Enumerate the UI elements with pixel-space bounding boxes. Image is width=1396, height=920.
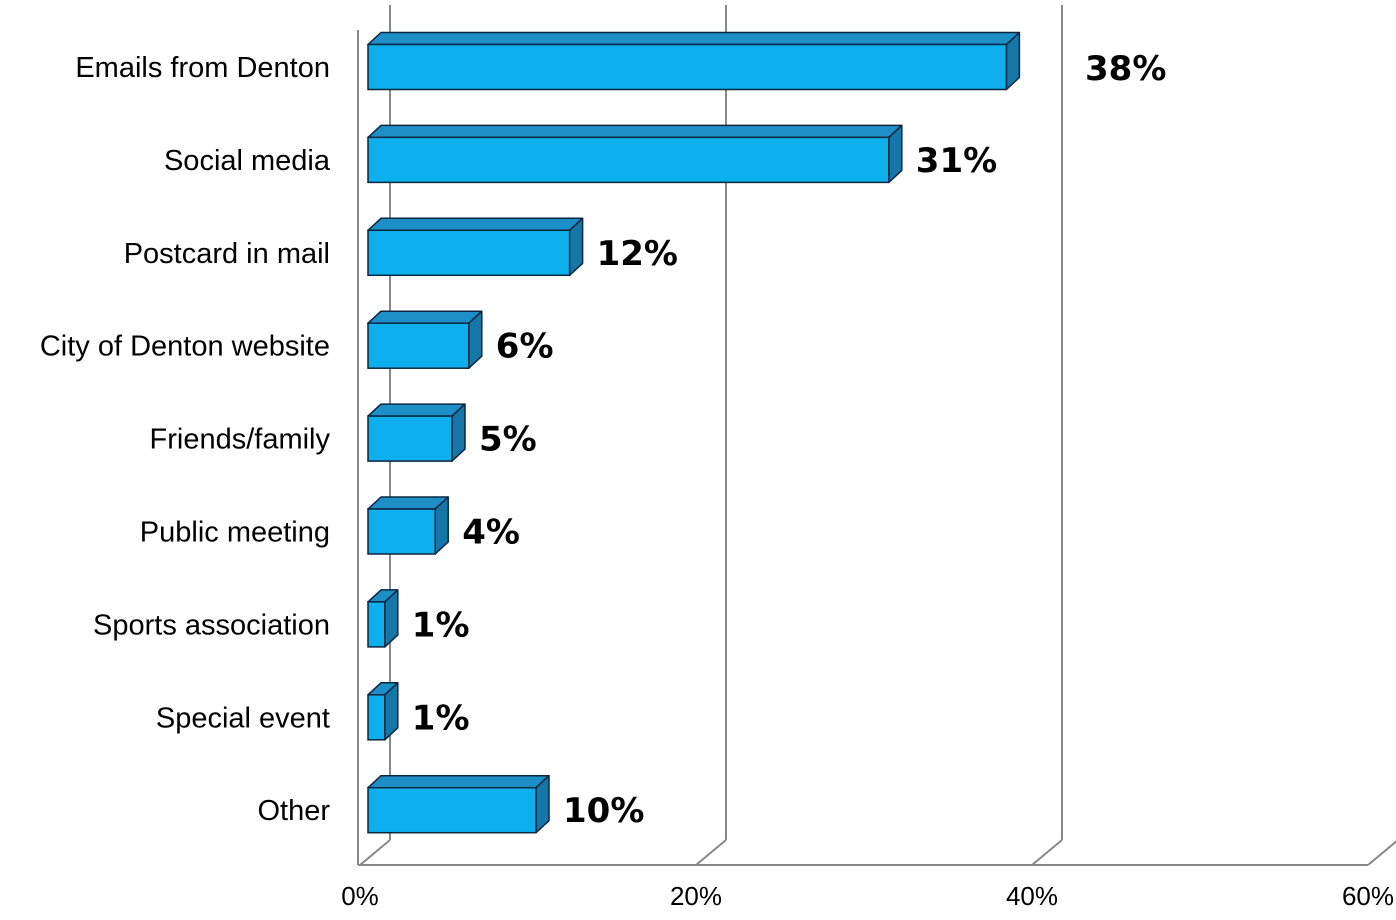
bar-city-of-denton-website	[367, 310, 483, 369]
category-label-emails-from-denton: Emails from Denton	[75, 52, 330, 84]
x-tick-label: 20%	[670, 881, 722, 911]
bar-sports-association	[367, 589, 399, 648]
bar-front-face	[367, 508, 436, 555]
category-labels: Emails from Denton Social media Postcard i…	[40, 52, 331, 827]
bar-front-face	[367, 136, 890, 184]
floor-gridline	[359, 839, 391, 866]
bar-friends-family	[367, 403, 466, 462]
category-label-sports-association: Sports association	[93, 609, 330, 641]
bar-top-face	[367, 310, 483, 324]
floor-gridline	[1031, 839, 1063, 866]
x-tick-label: 0%	[341, 881, 379, 911]
data-label-social-media: 31%	[916, 141, 997, 181]
category-label-postcard-in-mail: Postcard in mail	[124, 238, 330, 270]
bar-special-event	[367, 682, 399, 741]
data-label-postcard-in-mail: 12%	[597, 234, 678, 274]
bars	[367, 31, 1021, 834]
bar-top-face	[367, 124, 903, 139]
category-label-special-event: Special event	[156, 702, 330, 734]
bar-postcard-in-mail	[367, 217, 584, 277]
x-axis-tick-labels: 0% 20% 40% 60%	[341, 881, 1394, 911]
bar-front-face	[367, 322, 470, 369]
bar-top-face	[367, 403, 466, 417]
bar-top-face	[367, 31, 1021, 46]
data-label-other: 10%	[563, 791, 644, 831]
bar-top-face	[367, 774, 550, 789]
data-label-special-event: 1%	[412, 698, 470, 738]
x-tick-label: 40%	[1006, 881, 1058, 911]
bar-emails-from-denton	[367, 31, 1021, 91]
data-label-sports-association: 1%	[412, 605, 470, 645]
bar-top-face	[367, 217, 584, 232]
category-label-other: Other	[257, 795, 330, 827]
bar-public-meeting	[367, 496, 449, 555]
bar-social-media	[367, 124, 903, 184]
x-tick-label: 60%	[1342, 881, 1394, 911]
category-label-public-meeting: Public meeting	[140, 517, 330, 549]
data-label-friends-family: 5%	[479, 420, 537, 460]
bar-front-face	[367, 786, 537, 834]
data-label-emails-from-denton: 38%	[1085, 49, 1166, 89]
floor-gridline	[1367, 840, 1396, 866]
category-label-friends-family: Friends/family	[150, 424, 331, 456]
bar-front-face	[367, 694, 386, 741]
data-label-public-meeting: 4%	[462, 513, 520, 553]
bar-other	[367, 774, 550, 834]
bar-front-face	[367, 43, 1008, 91]
category-label-social-media: Social media	[164, 145, 331, 177]
floor-gridline	[695, 839, 727, 866]
data-labels: 38% 31% 12% 6% 5% 4% 1% 1% 10%	[412, 49, 1167, 831]
bar-front-face	[367, 229, 571, 277]
bar-front-face	[367, 601, 386, 648]
bar-front-face	[367, 415, 453, 462]
category-label-city-of-denton-website: City of Denton website	[40, 331, 330, 363]
data-label-city-of-denton-website: 6%	[496, 327, 554, 367]
